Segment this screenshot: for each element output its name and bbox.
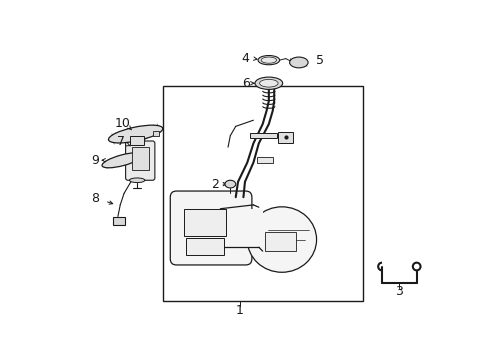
Ellipse shape [260, 80, 278, 87]
Bar [250, 133, 277, 138]
Text: 2: 2 [211, 177, 219, 190]
Bar [220, 209, 263, 247]
Bar [132, 147, 149, 170]
Text: 1: 1 [236, 304, 244, 317]
Bar [186, 238, 224, 255]
Text: 6: 6 [242, 77, 250, 90]
Text: 8: 8 [91, 192, 99, 205]
Bar [153, 131, 160, 136]
Bar [278, 132, 294, 143]
Circle shape [413, 263, 420, 270]
Ellipse shape [129, 178, 145, 183]
Bar [163, 86, 363, 301]
Bar [113, 217, 125, 225]
Text: 3: 3 [395, 285, 403, 298]
Bar [265, 232, 296, 251]
Text: 4: 4 [242, 52, 250, 65]
Ellipse shape [255, 77, 283, 89]
Bar [130, 136, 144, 145]
Bar [257, 157, 272, 163]
FancyBboxPatch shape [171, 191, 252, 265]
Ellipse shape [247, 207, 317, 272]
Ellipse shape [102, 153, 143, 168]
Text: 5: 5 [317, 54, 324, 67]
Ellipse shape [258, 55, 280, 65]
Ellipse shape [225, 180, 236, 188]
FancyBboxPatch shape [125, 141, 155, 180]
Ellipse shape [108, 125, 163, 143]
Text: 10: 10 [115, 117, 130, 130]
Ellipse shape [261, 57, 276, 63]
Text: 7: 7 [117, 135, 125, 148]
Text: 9: 9 [91, 154, 99, 167]
Bar [184, 209, 226, 236]
Ellipse shape [290, 57, 308, 68]
